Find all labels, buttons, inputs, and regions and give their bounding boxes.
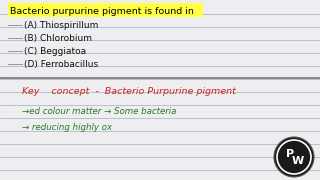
Text: (C) Beggiatoa: (C) Beggiatoa <box>24 46 86 55</box>
Text: Key    concept  -  Bacterio Purpurine pigment: Key concept - Bacterio Purpurine pigment <box>22 87 236 96</box>
Text: W: W <box>292 156 304 166</box>
Text: → reducing highly ox: → reducing highly ox <box>22 123 112 132</box>
FancyBboxPatch shape <box>8 3 203 17</box>
Text: (B) Chlorobium: (B) Chlorobium <box>24 33 92 42</box>
Text: P: P <box>286 149 294 159</box>
Circle shape <box>274 137 314 177</box>
Text: →ed colour matter → Some bacteria: →ed colour matter → Some bacteria <box>22 107 176 116</box>
Text: (D) Ferrobacillus: (D) Ferrobacillus <box>24 60 98 69</box>
Text: Bacterio purpurine pigment is found in: Bacterio purpurine pigment is found in <box>10 6 194 15</box>
Text: (A) Thiospirillum: (A) Thiospirillum <box>24 21 98 30</box>
